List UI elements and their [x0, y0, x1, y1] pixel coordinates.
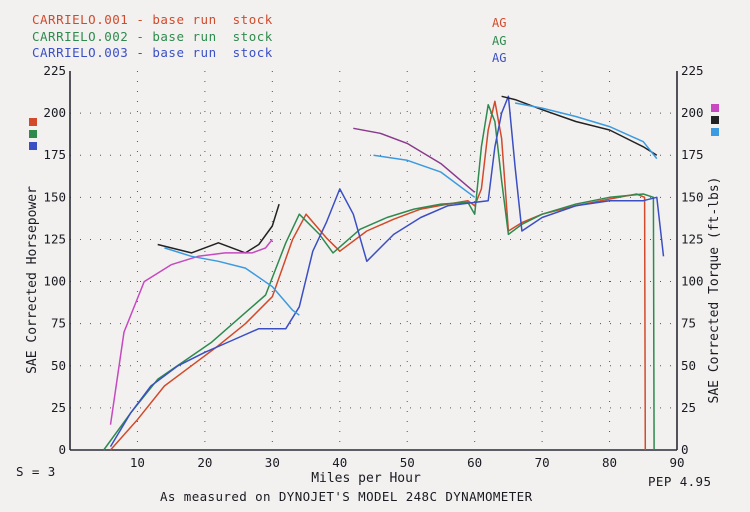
series-lines [103, 95, 665, 451]
y-axis-label-right: SAE Corrected Torque (ft-lbs) [707, 177, 722, 404]
x-tick-label: 70 [535, 455, 550, 470]
x-tick-label: 80 [602, 455, 617, 470]
x-tick-label: 10 [130, 455, 145, 470]
series-line-torque [501, 95, 658, 156]
legend-entry-run-003: CARRIELO.003 - base run stock [32, 45, 273, 60]
legend-tag-003: AG [492, 51, 507, 65]
x-tick-label: 30 [265, 455, 280, 470]
x-axis-label: Miles per Hour [311, 471, 421, 486]
series-line-horsepower [103, 103, 655, 451]
y-tick-label-right: 0 [681, 442, 689, 457]
tick-labels: 10 20 30 40 50 60 70 80 900255075100125150175200… [43, 63, 703, 470]
y-tick-label-right: 125 [681, 231, 704, 246]
x-tick-label: 50 [400, 455, 415, 470]
y-tick-label-right: 200 [681, 105, 704, 120]
legend-tag-001: AG [492, 16, 507, 30]
series-line-torque [157, 203, 280, 254]
y-tick-label-left: 0 [58, 442, 66, 457]
series-line-torque [164, 247, 300, 316]
y-tick-label-right: 25 [681, 400, 696, 415]
y-axis-label-left: SAE Corrected Horsepower [25, 186, 40, 374]
swatch-torque [711, 104, 719, 112]
y-tick-label-left: 200 [43, 105, 66, 120]
swatch-horsepower [29, 130, 37, 138]
y-tick-label-left: 50 [51, 358, 66, 373]
series-line-torque [373, 154, 476, 198]
y-tick-label-left: 25 [51, 400, 66, 415]
y-tick-label-left: 225 [43, 63, 66, 78]
legend-tag-002: AG [492, 34, 507, 48]
x-tick-label: 20 [197, 455, 212, 470]
legend-entry-run-001: CARRIELO.001 - base run stock [32, 12, 273, 27]
y-tick-label-right: 150 [681, 189, 704, 204]
legend-entry-run-002: CARRIELO.002 - base run stock [32, 29, 273, 44]
y-tick-label-right: 100 [681, 274, 704, 289]
y-tick-label-left: 150 [43, 189, 66, 204]
swatch-torque [711, 128, 719, 136]
channel-swatches [29, 104, 719, 150]
series-line-torque [353, 127, 476, 193]
dyno-caption: As measured on DYNOJET'S MODEL 248C DYNA… [160, 489, 533, 504]
axes [69, 71, 678, 451]
smoothing-label: S = 3 [16, 464, 56, 479]
x-tick-label: 60 [467, 455, 482, 470]
y-tick-label-left: 75 [51, 316, 66, 331]
y-tick-label-right: 225 [681, 63, 704, 78]
series-line-torque [514, 102, 658, 160]
y-tick-label-right: 175 [681, 147, 704, 162]
swatch-horsepower [29, 118, 37, 126]
y-tick-label-right: 75 [681, 316, 696, 331]
x-tick-label: 90 [669, 455, 684, 470]
y-tick-label-left: 125 [43, 231, 66, 246]
series-line-torque [109, 238, 273, 425]
x-tick-label: 40 [332, 455, 347, 470]
series-line-horsepower [109, 100, 647, 451]
y-tick-label-right: 50 [681, 358, 696, 373]
swatch-torque [711, 116, 719, 124]
grid [70, 71, 677, 450]
software-version: PEP 4.95 [648, 474, 712, 489]
y-tick-label-left: 100 [43, 274, 66, 289]
y-tick-label-left: 175 [43, 147, 66, 162]
swatch-horsepower [29, 142, 37, 150]
series-line-horsepower [109, 95, 665, 447]
